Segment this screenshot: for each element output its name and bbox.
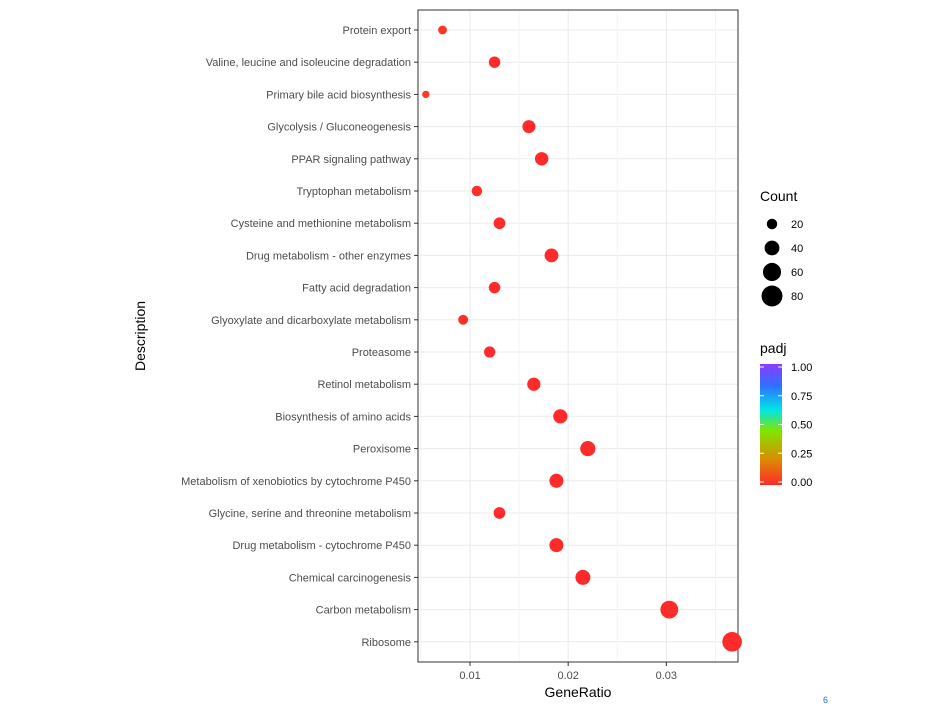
plot-panel (418, 10, 738, 662)
plot-border (417, 9, 739, 663)
y-tick-label: PPAR signaling pathway (291, 154, 411, 166)
x-axis-title: GeneRatio (545, 684, 612, 700)
data-point (522, 120, 536, 134)
x-tick-label: 0.01 (459, 670, 480, 682)
y-tick-label: Glyoxylate and dicarboxylate metabolism (211, 315, 411, 327)
x-tick-label: 0.03 (656, 670, 677, 682)
data-point (422, 90, 430, 99)
count-legend-key (766, 218, 778, 230)
count-legend-key (762, 262, 782, 282)
y-tick-label: Valine, leucine and isoleucine degradati… (206, 57, 411, 69)
data-point (534, 152, 549, 166)
x-axis-tick-labels: 0.01 0.02 0.03 (459, 670, 677, 682)
y-tick-label: Metabolism of xenobiotics by cytochrome … (181, 476, 411, 488)
data-point (438, 25, 447, 35)
x-axis-ticks (469, 662, 667, 666)
padj-legend-label: 1.00 (791, 362, 812, 374)
y-tick-label: Cysteine and methionine metabolism (231, 218, 411, 230)
x-tick-label: 0.02 (557, 670, 578, 682)
y-tick-label: Carbon metabolism (316, 605, 411, 617)
data-point (549, 473, 564, 488)
padj-legend: padj 1.00 0.75 0.50 0.25 0.00 (760, 340, 812, 489)
corner-number: 6 (823, 695, 828, 705)
data-point (484, 346, 496, 358)
data-point (553, 409, 568, 424)
data-point (488, 56, 501, 68)
y-axis-ticks (414, 29, 418, 643)
y-axis-title: Description (132, 301, 148, 371)
data-points (422, 25, 742, 652)
data-point (549, 538, 564, 553)
count-legend: Count 20 40 60 80 (760, 188, 803, 307)
y-tick-label: Glycolysis / Gluconeogenesis (267, 122, 411, 134)
y-tick-label: Ribosome (361, 637, 411, 649)
y-tick-label: Drug metabolism - cytochrome P450 (232, 540, 411, 552)
y-tick-label: Biosynthesis of amino acids (275, 411, 411, 423)
padj-legend-label: 0.25 (791, 448, 812, 460)
y-tick-label: Peroxisome (353, 444, 411, 456)
count-legend-label: 40 (791, 243, 803, 255)
count-legend-label: 20 (791, 219, 803, 231)
data-point (488, 281, 501, 294)
count-legend-key (764, 240, 780, 256)
count-legend-key (761, 285, 783, 307)
padj-legend-title: padj (760, 340, 786, 356)
padj-legend-label: 0.50 (791, 420, 812, 432)
data-point (575, 569, 591, 585)
data-point (722, 632, 742, 652)
data-point (580, 441, 596, 457)
y-tick-label: Drug metabolism - other enzymes (246, 250, 412, 262)
data-point (544, 248, 559, 263)
y-tick-label: Tryptophan metabolism (296, 186, 411, 198)
data-point (471, 185, 483, 197)
padj-colorbar (760, 364, 782, 485)
y-tick-label: Fatty acid degradation (302, 283, 411, 295)
data-point (493, 217, 506, 230)
y-tick-label: Protein export (343, 25, 411, 37)
data-point (527, 377, 541, 391)
y-tick-label: Retinol metabolism (317, 379, 411, 391)
y-axis-category-labels: Protein export Valine, leucine and isoleu… (181, 25, 411, 649)
data-point (660, 600, 679, 619)
y-tick-label: Proteasome (352, 347, 411, 359)
count-legend-label: 80 (791, 291, 803, 303)
data-point (493, 507, 506, 519)
y-tick-label: Chemical carcinogenesis (289, 572, 412, 584)
count-legend-label: 60 (791, 267, 803, 279)
padj-legend-label: 0.00 (791, 477, 812, 489)
padj-legend-label: 0.75 (791, 391, 812, 403)
count-legend-title: Count (760, 188, 797, 204)
data-point (458, 314, 469, 325)
y-tick-label: Glycine, serine and threonine metabolism (209, 508, 411, 520)
y-tick-label: Primary bile acid biosynthesis (266, 89, 411, 101)
